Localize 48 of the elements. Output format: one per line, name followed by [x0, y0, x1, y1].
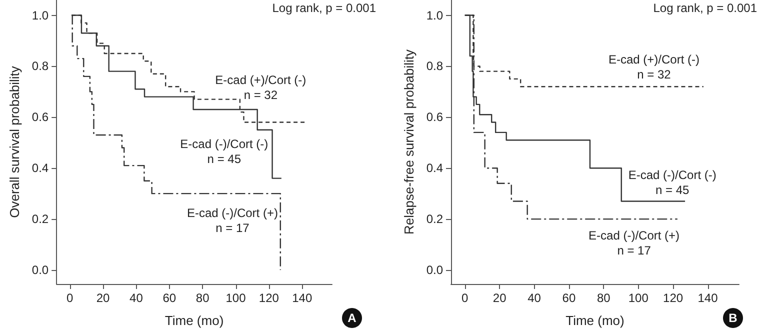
y-tick-label: 1.0	[426, 8, 444, 22]
y-tick-label: 0.6	[32, 110, 49, 124]
x-tick-label: 40	[528, 291, 542, 305]
y-tick-label: 0.4	[426, 161, 444, 176]
x-tick-label: 80	[596, 291, 611, 305]
annotation: n = 45	[656, 182, 690, 197]
x-tick-label: 100	[628, 291, 649, 305]
x-tick-label: 60	[562, 291, 576, 305]
annotation: n = 17	[617, 244, 652, 258]
x-tick-label: 100	[226, 291, 246, 305]
x-tick-label: 0	[462, 291, 469, 305]
annotation: n = 32	[637, 68, 672, 82]
x-tick-label: 80	[196, 291, 210, 305]
y-tick-label: 0.0	[426, 262, 444, 277]
y-tick-label: 0.2	[426, 212, 444, 226]
y-tick-label: 0.2	[32, 212, 49, 226]
annotation: n = 32	[244, 88, 278, 102]
x-tick-label: 120	[258, 291, 280, 305]
annotation: Log rank, p = 0.001	[653, 1, 758, 15]
text: B	[728, 311, 738, 325]
y-tick-label: 1.0	[32, 8, 49, 22]
x-tick-label: 120	[663, 291, 684, 305]
series-label: E-cad (-)/Cort (-)	[628, 168, 716, 182]
series-label: E-cad (-)/Cort (-)	[180, 136, 268, 151]
y-tick-label: 0.4	[32, 161, 49, 176]
series-label: E-cad (-)/Cort (+)	[186, 206, 278, 220]
y-tick-label: 0.8	[32, 59, 49, 74]
x-tick-label: 20	[96, 291, 110, 305]
x-axis-title: Time (mo)	[164, 313, 224, 328]
x-tick-label: 0	[66, 291, 74, 305]
x-tick-label: 140	[698, 291, 718, 305]
y-tick-label: 0.6	[426, 110, 444, 124]
x-axis-title: Time (mo)	[566, 313, 624, 328]
y-tick-label: 0.8	[426, 59, 444, 74]
x-tick-label: 40	[130, 291, 144, 305]
annotation: Log rank, p = 0.001	[272, 1, 376, 15]
y-tick-label: 0.0	[32, 262, 49, 277]
x-tick-label: 20	[492, 291, 507, 305]
annotation: n = 45	[207, 152, 242, 166]
annotation: n = 17	[216, 221, 250, 236]
series-label: E-cad (+)/Cort (-)	[608, 52, 700, 67]
series-label: E-cad (-)/Cort (+)	[588, 228, 680, 243]
x-tick-label: 140	[292, 291, 312, 305]
x-tick-label: 60	[162, 291, 176, 305]
text: A	[348, 311, 357, 325]
y-axis-title: Overall survival probability	[7, 66, 22, 218]
y-axis-title: Relapse-free survival probability	[401, 49, 416, 234]
series-label: E-cad (+)/Cort (-)	[215, 72, 306, 87]
